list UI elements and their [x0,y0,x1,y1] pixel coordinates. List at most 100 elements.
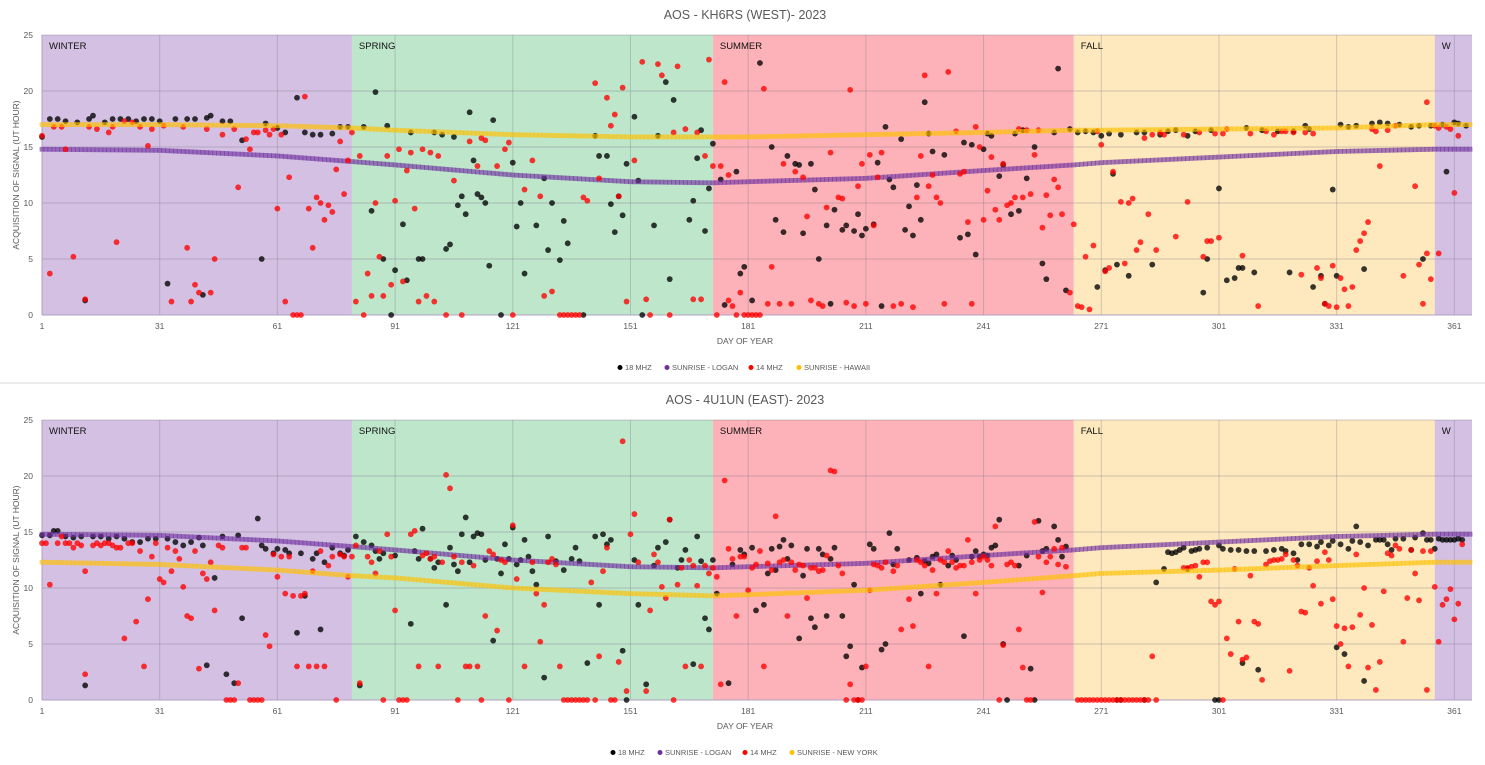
data-point [423,293,430,299]
sunrise-point [318,541,323,547]
data-point [1055,536,1062,543]
sunrise-point [329,157,335,163]
season-band-fall [1073,420,1435,700]
sunrise-point [204,564,210,570]
data-point [1306,541,1313,548]
data-point [662,79,669,85]
sunrise-point [1338,125,1343,131]
data-point [815,256,822,262]
sunrise-point [875,132,881,137]
data-point [800,174,806,181]
y-tick-label: 25 [24,415,34,425]
sunrise-point [341,543,347,549]
sunrise-point [965,554,971,559]
sunrise-point [1204,568,1210,573]
sunrise-point [463,130,469,136]
data-point [466,559,473,566]
sunrise-point [816,177,822,183]
sunrise-point [1122,544,1128,549]
sunrise-point [223,151,229,156]
sunrise-point [745,179,751,185]
sunrise-point [376,126,382,132]
sunrise-point [1451,122,1457,127]
sunrise-point [992,552,998,558]
data-point [1031,519,1038,525]
data-point [345,157,351,164]
data-point [1098,132,1105,139]
sunrise-point [267,123,272,129]
data-point [917,559,924,566]
sunrise-point [1012,129,1018,135]
sunrise-point [435,166,441,172]
sunrise-point [106,147,112,153]
sunrise-point [1322,563,1328,569]
sunrise-point [898,558,904,564]
sunrise-point [325,542,331,548]
sunrise-point [1412,147,1418,153]
sunrise-point [1173,127,1179,132]
data-point [541,601,548,608]
data-point [709,163,716,169]
sunrise-point [1000,166,1006,172]
sunrise-point [726,592,731,598]
sunrise-point [941,582,947,588]
data-point [294,663,300,670]
sunrise-point [1342,148,1347,154]
sunrise-point [510,557,516,563]
sunrise-point [67,147,72,152]
sunrise-point [526,558,531,564]
sunrise-point [463,168,469,174]
data-point [1423,250,1430,257]
sunrise-point [600,177,606,183]
sunrise-point [1448,122,1453,127]
data-point [384,122,391,129]
data-point [1416,261,1422,268]
data-point [870,545,877,552]
sunrise-point [1028,128,1034,134]
data-point [619,212,626,219]
data-point [1235,547,1242,553]
sunrise-point [938,582,943,588]
sunrise-point [745,134,751,140]
sunrise-point [212,122,218,128]
sunrise-point [188,534,194,540]
sunrise-point [1318,149,1324,155]
sunrise-point [1024,165,1030,171]
sunrise-point [490,131,496,137]
data-point [502,559,508,566]
data-point [82,568,89,575]
x-tick-label: 271 [1094,321,1108,331]
data-point [486,548,493,554]
sunrise-point [847,176,853,182]
data-point [733,168,740,175]
sunrise-point [1459,122,1465,127]
data-point [341,191,347,197]
sunrise-point [451,167,457,173]
data-point [243,544,249,551]
sunrise-point [1424,532,1430,537]
data-point [1451,190,1458,196]
data-point [1337,541,1344,548]
sunrise-point [1177,568,1183,574]
data-point [694,129,701,136]
data-point [753,607,759,614]
sunrise-point [294,569,300,574]
data-point [996,697,1003,703]
sunrise-point [808,589,814,595]
sunrise-point [604,134,610,139]
sunrise-point [632,591,637,597]
data-point [878,303,885,309]
sunrise-point [349,544,355,549]
sunrise-point [992,579,998,584]
data-point [1059,544,1065,551]
data-point [702,153,708,159]
data-point [1035,553,1042,560]
sunrise-point [667,564,673,570]
sunrise-point [1428,531,1434,537]
sunrise-point [663,134,669,140]
data-point [1051,523,1058,530]
sunrise-point [514,132,520,138]
data-point [619,647,626,654]
sunrise-point [533,558,539,564]
legend-marker-sunrise-new-york [789,750,795,755]
